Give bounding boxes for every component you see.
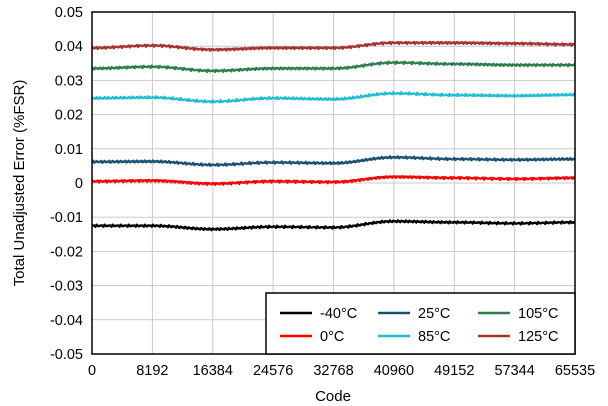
y-tick-label: 0.05 (55, 5, 83, 21)
y-tick-label: -0.04 (50, 313, 83, 329)
series-line-2 (91, 155, 576, 168)
y-tick-label: 0.01 (55, 142, 83, 158)
y-tick-label: 0 (75, 176, 83, 192)
series-line-1 (91, 175, 576, 186)
series-line-0 (91, 219, 576, 232)
y-tick-label: -0.02 (50, 244, 83, 260)
y-tick-label: -0.03 (50, 279, 83, 295)
x-tick-label: 8192 (136, 363, 168, 379)
y-tick-label: -0.01 (50, 210, 83, 226)
y-tick-label: 0.04 (55, 39, 83, 55)
legend-label-5: 125°C (518, 329, 558, 345)
x-tick-label: 40960 (374, 363, 414, 379)
legend-label-2: 25°C (418, 306, 450, 322)
x-tick-label: 32768 (313, 363, 353, 379)
x-tick-label: 16384 (193, 363, 233, 379)
x-tick-label: 24576 (253, 363, 293, 379)
x-axis-tick-labels: 0 8192 16384 24576 32768 40960 49152 57344 65535 (88, 363, 595, 379)
series-line-5 (91, 40, 576, 52)
legend-label-0: -40°C (320, 306, 357, 322)
series-line-3 (91, 91, 576, 104)
legend-label-4: 105°C (518, 306, 558, 322)
x-tick-label: 57344 (494, 363, 534, 379)
x-axis-label: Code (315, 388, 351, 405)
series-layer (91, 40, 576, 232)
legend: -40°C 0°C 25°C 85°C 105°C 125°C (265, 292, 576, 355)
x-tick-label: 0 (88, 363, 96, 379)
y-axis-tick-labels: 0.05 0.04 0.03 0.02 0.01 0 -0.01 -0.02 -0.03 -0.0… (50, 5, 83, 363)
y-axis-label: Total Unadjusted Error (%FSR) (11, 80, 28, 287)
y-tick-label: 0.03 (55, 73, 83, 89)
series-line-4 (91, 60, 576, 74)
x-tick-label: 65535 (555, 363, 595, 379)
y-tick-label: 0.02 (55, 108, 83, 124)
legend-label-1: 0°C (320, 329, 344, 345)
y-tick-label: -0.05 (50, 347, 83, 363)
legend-label-3: 85°C (418, 329, 450, 345)
legend-box (265, 292, 576, 355)
x-tick-label: 49152 (434, 363, 474, 379)
